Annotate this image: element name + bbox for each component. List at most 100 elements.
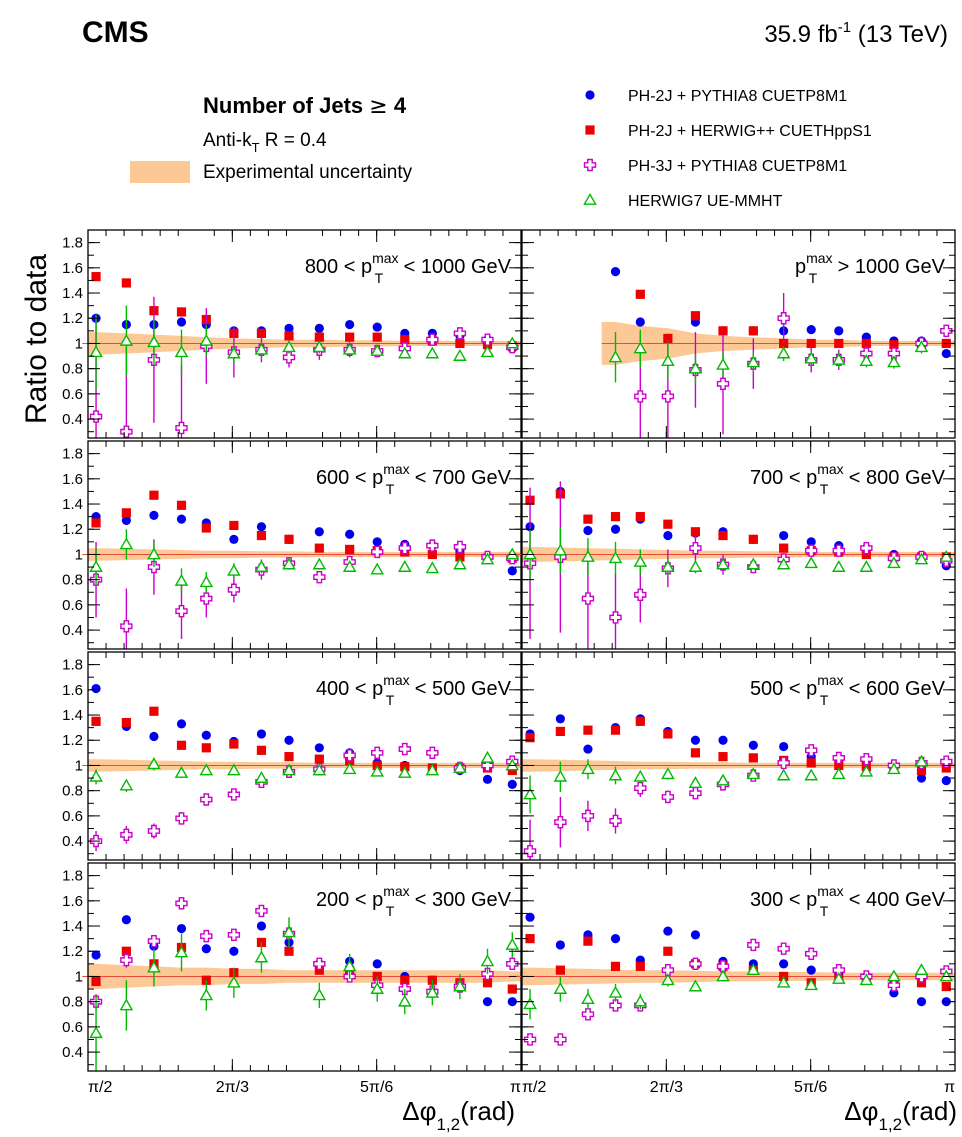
point-ph3j_pythia: [227, 788, 241, 801]
point-herwig7: [174, 573, 189, 586]
point-herwig7: [804, 768, 819, 781]
point-ph3j_pythia: [120, 953, 133, 967]
point-ph3j_pythia: [554, 1033, 567, 1046]
point-ph2j_pythia: [610, 267, 621, 277]
point-ph2j_herwig: [91, 518, 101, 528]
point-ph2j_pythia: [941, 775, 951, 786]
point-herwig7: [425, 346, 440, 359]
point-herwig7: [914, 552, 929, 565]
point-ph3j_pythia: [661, 390, 675, 403]
point-ph3j_pythia: [554, 815, 567, 829]
point-ph3j_pythia: [860, 752, 873, 766]
point-herwig7: [174, 766, 189, 778]
point-ph2j_pythia: [345, 319, 355, 330]
point-herwig7: [661, 354, 675, 367]
panel-200-300: 0.4 0.6 0.8 1 1.2 1.4 1.6 1.8 π/2 2π/3 5π/6 π 200 < …: [62, 862, 522, 1096]
point-ph2j_pythia: [583, 525, 593, 536]
point-herwig7: [282, 557, 296, 570]
point-ph2j_herwig: [635, 716, 645, 726]
point-ph2j_pythia: [176, 514, 187, 524]
band-legend-label: Experimental uncertainty: [203, 162, 413, 183]
point-herwig7: [804, 556, 819, 569]
point-ph3j_pythia: [860, 541, 873, 555]
point-ph3j_pythia: [887, 347, 901, 360]
point-herwig7: [119, 333, 134, 346]
point-ph3j_pythia: [147, 560, 161, 574]
point-herwig7: [397, 346, 412, 359]
y-tick-label: 0.8: [62, 994, 83, 1011]
point-ph2j_herwig: [583, 936, 593, 946]
point-ph2j_herwig: [663, 946, 673, 956]
point-herwig7: [342, 342, 357, 355]
point-herwig7: [608, 350, 623, 363]
point-ph2j_herwig: [806, 338, 816, 349]
point-herwig7: [199, 575, 214, 588]
point-ph2j_herwig: [256, 745, 267, 755]
panel-frame: [521, 651, 956, 861]
point-ph2j_herwig: [889, 340, 899, 350]
y-tick-label: 1: [75, 757, 83, 774]
point-ph2j_pythia: [748, 740, 758, 750]
y-tick-label: 1.8: [62, 235, 83, 252]
point-ph2j_herwig: [690, 748, 701, 758]
point-ph2j_herwig: [555, 965, 565, 975]
point-herwig7: [370, 344, 385, 356]
point-ph2j_herwig: [229, 739, 239, 749]
point-ph2j_pythia: [583, 744, 593, 754]
point-ph3j_pythia: [777, 942, 790, 955]
point-ph2j_herwig: [525, 733, 535, 743]
point-herwig7: [746, 355, 761, 368]
point-ph3j_pythia: [426, 333, 439, 346]
x-tick-label: π: [944, 1079, 955, 1096]
panel-frame: [87, 440, 522, 650]
point-ph3j_pythia: [426, 746, 439, 760]
point-herwig7: [633, 341, 648, 354]
point-ph2j_herwig: [455, 552, 465, 562]
luminosity-label: 35.9 fb-1 (13 TeV): [764, 19, 948, 48]
point-ph2j_pythia: [284, 735, 294, 745]
x-tick-label: 5π/6: [360, 1079, 393, 1096]
point-ph2j_pythia: [91, 950, 101, 960]
point-ph2j_herwig: [256, 530, 267, 541]
point-ph2j_herwig: [834, 760, 844, 771]
point-ph3j_pythia: [747, 938, 760, 952]
y-tick-label: 1.2: [62, 943, 83, 960]
point-ph2j_herwig: [663, 333, 673, 344]
point-ph2j_herwig: [916, 978, 927, 988]
point-ph2j_pythia: [555, 714, 565, 724]
point-ph2j_herwig: [400, 975, 410, 985]
point-herwig7: [254, 771, 269, 783]
point-ph2j_herwig: [507, 765, 517, 776]
point-ph3j_pythia: [89, 410, 103, 423]
x-tick-label: π/2: [88, 1079, 112, 1096]
y-tick-label: 0.6: [62, 597, 83, 614]
point-herwig7: [312, 988, 327, 1001]
y-tick-label: 1.4: [62, 707, 83, 724]
point-herwig7: [914, 963, 929, 976]
point-herwig7: [716, 557, 730, 570]
point-herwig7: [914, 754, 929, 767]
point-ph2j_pythia: [149, 510, 159, 520]
point-ph2j_pythia: [663, 926, 673, 936]
jets-title: Number of Jets ≥ 4: [203, 93, 407, 119]
point-ph3j_pythia: [805, 544, 818, 557]
point-ph2j_pythia: [507, 566, 517, 576]
point-ph2j_herwig: [610, 512, 621, 522]
point-herwig7: [553, 543, 568, 556]
panel-label: 800 < pmax T < 1000 GeV: [305, 250, 512, 286]
point-ph2j_pythia: [201, 944, 211, 954]
point-ph2j_herwig: [201, 975, 211, 985]
point-ph3j_pythia: [426, 539, 439, 552]
point-herwig7: [746, 557, 761, 570]
point-herwig7: [831, 352, 846, 365]
point-ph2j_herwig: [372, 332, 382, 342]
point-ph2j_herwig: [121, 278, 131, 288]
point-herwig7: [147, 547, 161, 560]
point-herwig7: [608, 768, 623, 781]
y-tick-label: 0.4: [62, 833, 83, 850]
point-ph2j_herwig: [748, 534, 758, 544]
point-herwig7: [89, 560, 103, 572]
point-herwig7: [608, 551, 623, 564]
point-ph2j_pythia: [149, 731, 159, 742]
point-ph3j_pythia: [689, 786, 702, 800]
